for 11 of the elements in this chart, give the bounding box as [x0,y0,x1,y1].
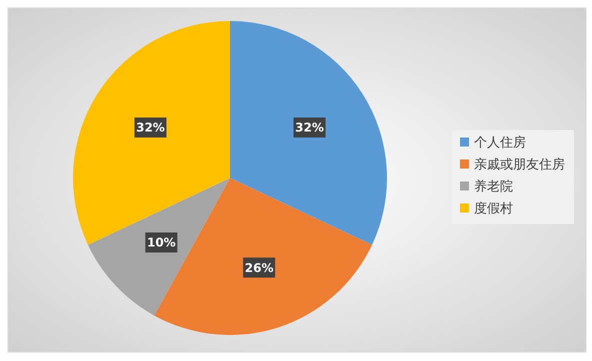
pie-slice [88,178,230,316]
data-label: 32% [295,120,324,135]
pie-slice [73,21,230,245]
pie-slice [230,21,387,245]
legend-label: 亲戚或朋友住房 [474,156,565,173]
data-label: 26% [244,260,274,275]
legend-label: 度假村 [474,200,513,217]
data-label: 10% [146,236,176,250]
legend-label: 个人住房 [474,134,526,151]
data-label: 32% [136,120,165,135]
legend-label: 养老院 [474,178,513,195]
